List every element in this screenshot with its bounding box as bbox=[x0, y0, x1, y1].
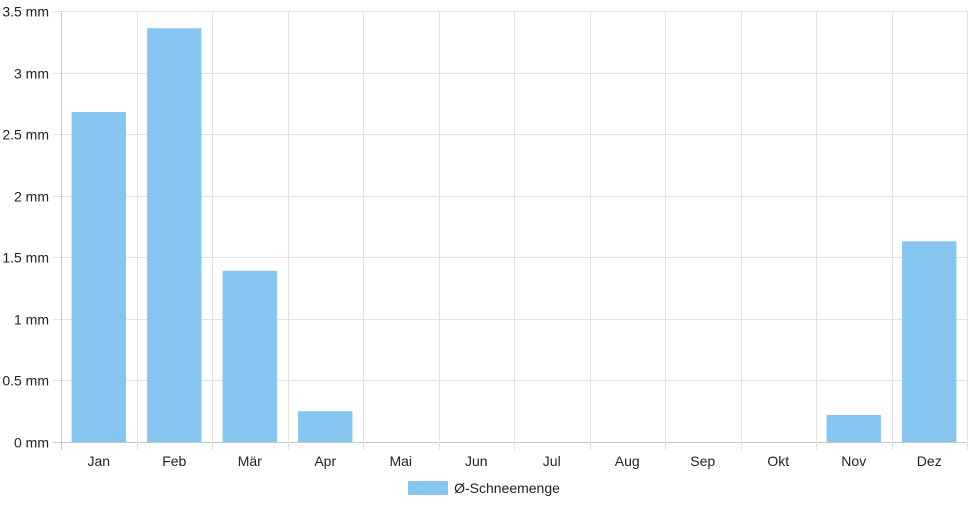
bar-nov bbox=[826, 414, 881, 442]
x-tick-label: Dez bbox=[917, 453, 942, 469]
x-tick-label: Mär bbox=[238, 453, 262, 469]
y-tick-label: 2.5 mm bbox=[2, 127, 49, 143]
bar-apr bbox=[298, 411, 353, 442]
x-tick-label: Mai bbox=[389, 453, 412, 469]
bar-feb bbox=[147, 28, 202, 443]
x-tick-label: Jul bbox=[543, 453, 561, 469]
legend-swatch bbox=[408, 481, 449, 495]
legend-label: Ø-Schneemenge bbox=[454, 480, 560, 496]
bar-mär bbox=[222, 270, 277, 442]
legend[interactable]: Ø-Schneemenge bbox=[0, 480, 968, 496]
x-tick-label: Aug bbox=[615, 453, 640, 469]
x-tick-label: Jan bbox=[87, 453, 110, 469]
y-tick-label: 3 mm bbox=[14, 66, 49, 82]
x-tick-label: Apr bbox=[314, 453, 336, 469]
x-tick-label: Nov bbox=[841, 453, 866, 469]
y-tick-label: 3.5 mm bbox=[2, 4, 49, 20]
bar-dez bbox=[902, 241, 957, 442]
y-tick-label: 1.5 mm bbox=[2, 250, 49, 266]
x-tick-label: Feb bbox=[162, 453, 186, 469]
y-tick-label: 0 mm bbox=[14, 435, 49, 451]
bar-jan bbox=[71, 111, 126, 442]
y-tick-label: 2 mm bbox=[14, 189, 49, 205]
x-tick-label: Sep bbox=[690, 453, 715, 469]
x-tick-label: Okt bbox=[767, 453, 789, 469]
y-tick-label: 0.5 mm bbox=[2, 373, 49, 389]
y-tick-label: 1 mm bbox=[14, 312, 49, 328]
x-tick-label: Jun bbox=[465, 453, 488, 469]
